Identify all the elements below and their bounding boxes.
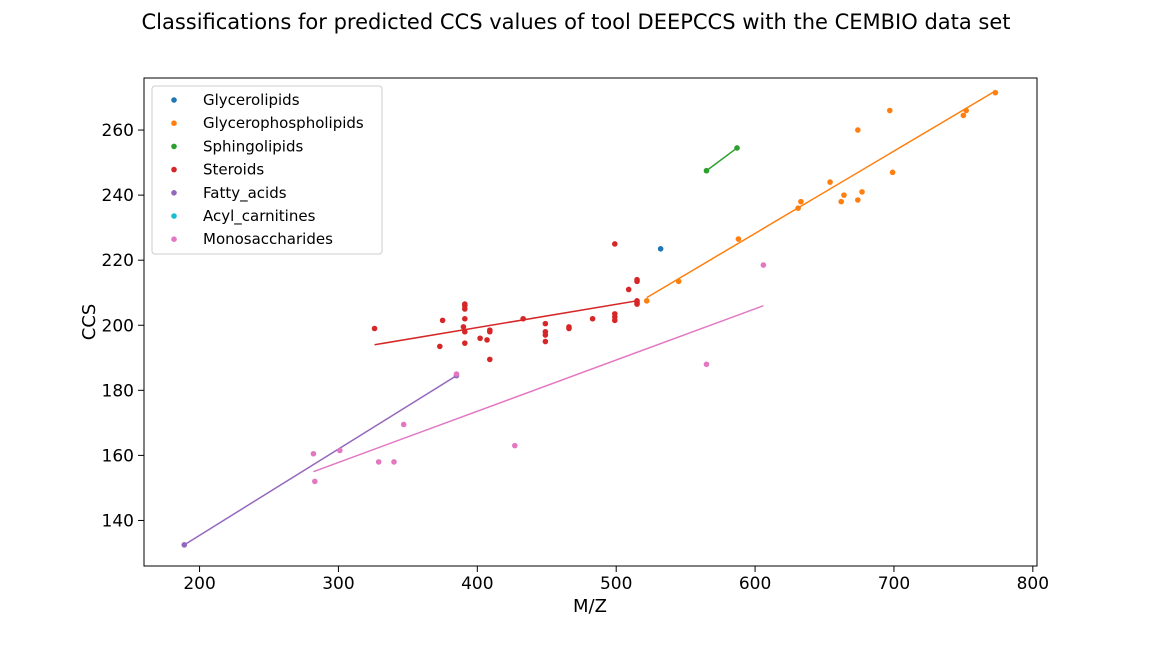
point-steroids (462, 301, 468, 307)
point-glycerophospholipids (963, 107, 969, 114)
y-tick-label: 240 (102, 186, 134, 206)
chart-title: Classifications for predicted CCS values… (141, 10, 1010, 34)
point-steroids (462, 315, 468, 322)
point-steroids (439, 317, 446, 324)
point-glycerophospholipids (795, 205, 801, 211)
point-glycerophospholipids (838, 198, 844, 205)
point-steroids (542, 320, 549, 327)
point-monosaccharides (703, 361, 710, 368)
point-glycerophospholipids (960, 112, 967, 119)
point-glycerophospholipids (841, 192, 847, 198)
point-monosaccharides (337, 447, 343, 454)
point-monosaccharides (391, 459, 397, 465)
fit-line-steroids (374, 300, 638, 346)
y-tick-label: 200 (102, 316, 134, 336)
y-tick-label: 260 (102, 121, 134, 141)
point-steroids (612, 241, 618, 247)
legend: Glycerolipids Glycerophospholipids Sphingo… (151, 85, 383, 255)
point-steroids (542, 338, 549, 345)
point-steroids (487, 356, 493, 363)
point-glycerophospholipids (827, 179, 833, 185)
legend-label-glycerophospholipids: Glycerophospholipids (203, 114, 364, 132)
legend-marker-monosaccharides (171, 236, 177, 242)
point-monosaccharides (375, 459, 382, 465)
y-tick-label: 180 (102, 381, 134, 401)
y-axis-label: CCS (79, 304, 100, 341)
x-tick-label: 500 (600, 574, 632, 594)
point-monosaccharides (453, 371, 460, 377)
point-steroids (371, 325, 378, 332)
point-steroids (477, 335, 483, 342)
point-monosaccharides (512, 442, 518, 449)
point-steroids (484, 337, 490, 343)
point-sphingolipids (734, 145, 740, 151)
point-glycerolipids (657, 246, 664, 252)
point-glycerophospholipids (735, 236, 742, 242)
point-glycerophospholipids (889, 169, 896, 176)
point-fatty-acids (181, 542, 188, 548)
legend-label-glycerolipids: Glycerolipids (203, 91, 300, 109)
legend-marker-acyl-carnitines (171, 213, 177, 219)
point-steroids (487, 327, 493, 333)
legend-box (151, 85, 383, 255)
legend-marker-fatty-acids (171, 190, 177, 196)
point-steroids (542, 328, 549, 335)
y-tick-label: 140 (102, 511, 134, 531)
point-glycerophospholipids (675, 278, 682, 285)
point-monosaccharides (760, 262, 767, 268)
fit-line-monosaccharides (313, 305, 764, 473)
point-steroids (462, 340, 468, 346)
point-steroids (612, 311, 618, 317)
point-monosaccharides (312, 478, 318, 485)
point-steroids (634, 298, 640, 304)
legend-label-steroids: Steroids (203, 161, 264, 179)
legend-label-fatty-acids: Fatty_acids (203, 184, 287, 203)
point-steroids (437, 343, 443, 350)
point-steroids (520, 315, 526, 322)
x-tick-label: 600 (739, 574, 771, 594)
point-monosaccharides (310, 450, 317, 457)
point-glycerophospholipids (855, 127, 861, 133)
point-steroids (566, 324, 572, 330)
point-sphingolipids (703, 167, 710, 174)
point-steroids (462, 328, 468, 335)
y-tick-label: 220 (102, 251, 134, 271)
x-tick-label: 200 (183, 574, 215, 594)
legend-marker-steroids (171, 166, 177, 173)
legend-label-monosaccharides: Monosaccharides (203, 230, 333, 248)
plot-frame (143, 77, 1038, 567)
fit-line-fatty-acids (183, 375, 457, 546)
point-glycerophospholipids (992, 89, 999, 96)
legend-marker-glycerolipids (171, 97, 177, 103)
point-glycerophospholipids (859, 189, 865, 195)
x-tick-label: 700 (878, 574, 910, 594)
legend-label-sphingolipids: Sphingolipids (203, 137, 303, 155)
point-glycerophospholipids (855, 197, 861, 203)
point-steroids (589, 315, 596, 322)
point-steroids (625, 286, 632, 293)
legend-label-acyl-carnitines: Acyl_carnitines (203, 207, 316, 226)
point-glycerophospholipids (886, 107, 893, 114)
fit-line-glycerophospholipids (646, 90, 996, 299)
legend-marker-glycerophospholipids (171, 120, 177, 126)
point-glycerophospholipids (643, 298, 650, 304)
point-monosaccharides (400, 421, 407, 428)
point-glycerophospholipids (798, 198, 804, 205)
point-steroids (634, 276, 640, 283)
x-tick-label: 400 (461, 574, 493, 594)
x-tick-label: 800 (1017, 574, 1049, 594)
x-axis-label: M/Z (573, 596, 607, 617)
point-steroids (460, 324, 467, 330)
y-tick-label: 160 (102, 446, 134, 466)
x-tick-label: 300 (322, 574, 354, 594)
fit-line-sphingolipids (706, 147, 738, 172)
legend-marker-sphingolipids (171, 143, 177, 150)
